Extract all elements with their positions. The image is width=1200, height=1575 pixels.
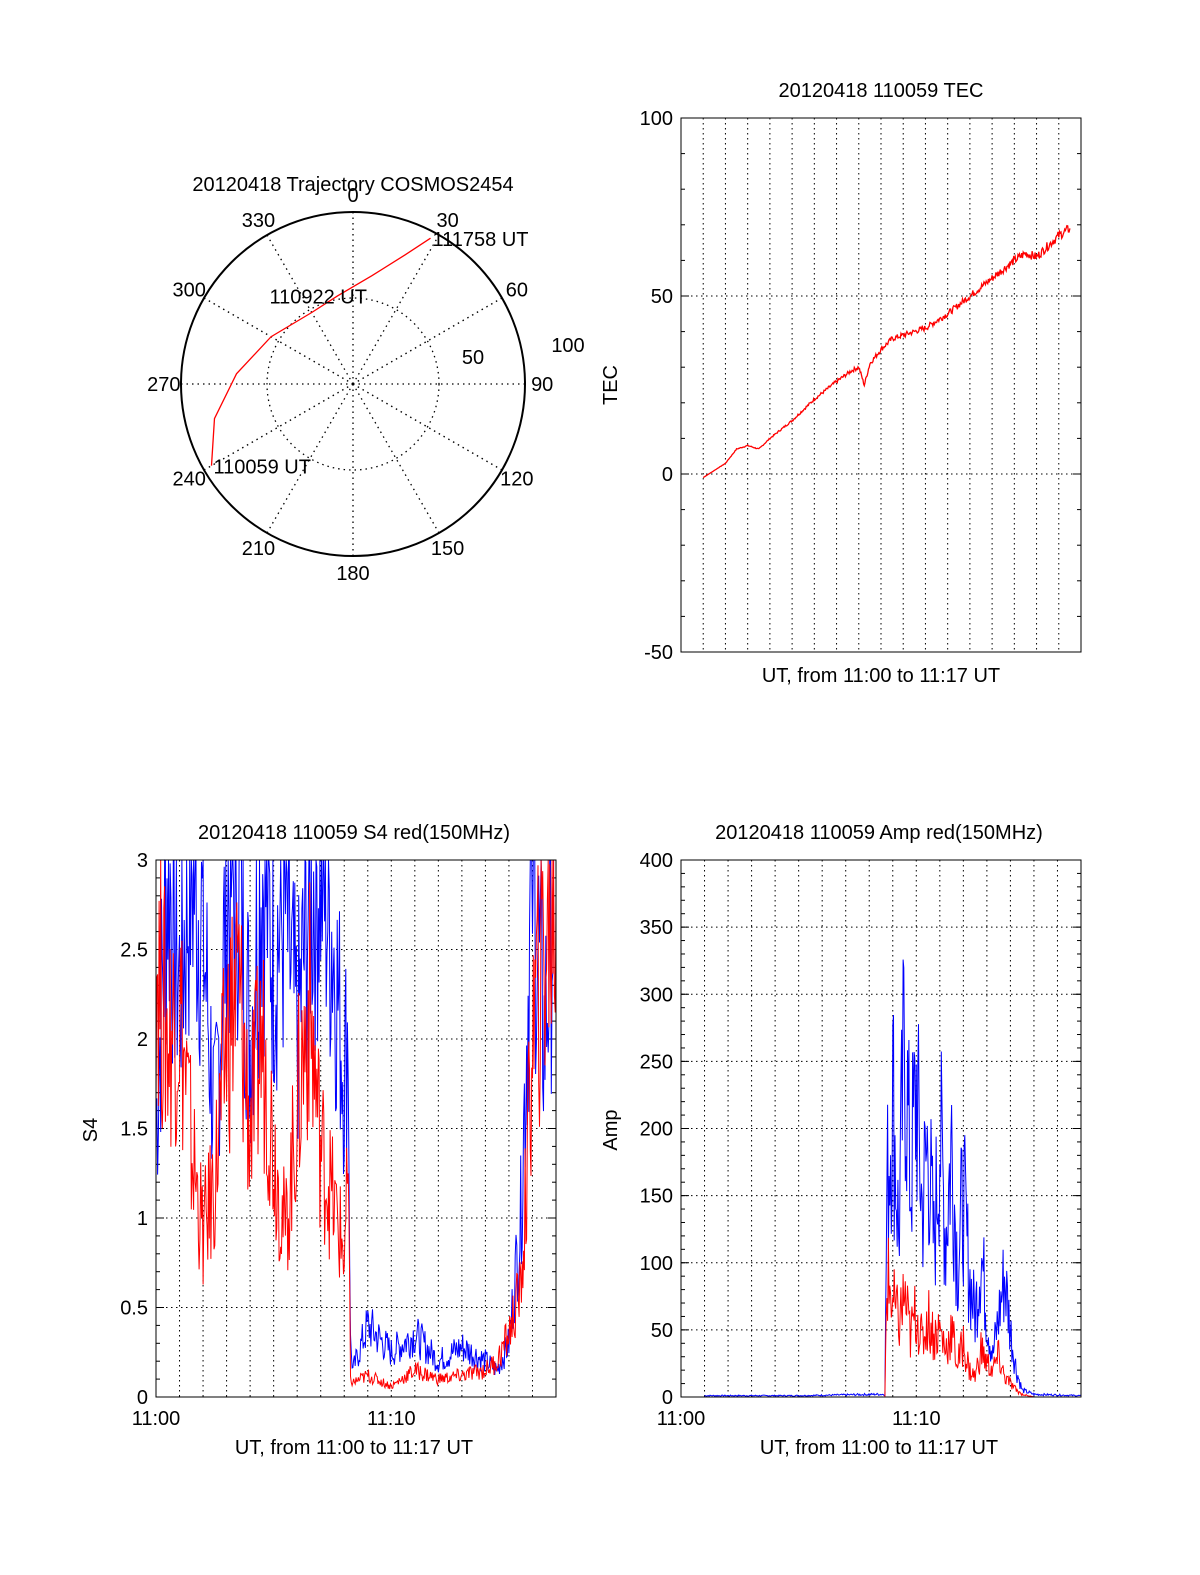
series-line — [155, 859, 557, 1390]
s4-series — [155, 859, 557, 1390]
y-tick-label: 3 — [137, 850, 148, 872]
x-tick-label: 11:00 — [132, 1408, 181, 1430]
y-tick-label: 50 — [651, 1320, 673, 1342]
y-tick-label: -50 — [644, 642, 673, 664]
azimuth-label: 330 — [242, 210, 275, 232]
y-tick-label: 2 — [137, 1029, 148, 1051]
y-tick-label: 50 — [651, 286, 673, 308]
y-tick-label: 0 — [662, 464, 673, 486]
s4-y-axis-label: S4 — [80, 1118, 102, 1142]
y-tick-label: 0 — [137, 1387, 148, 1409]
tec-title: 20120418 110059 TEC — [779, 80, 984, 102]
polar-spoke — [352, 383, 503, 471]
trajectory-title: 20120418 Trajectory COSMOS2454 — [192, 174, 513, 196]
s4-x-axis-label: UT, from 11:00 to 11:17 UT — [235, 1437, 473, 1459]
tec-x-axis-label: UT, from 11:00 to 11:17 UT — [762, 665, 1000, 687]
y-tick-label: 1 — [137, 1208, 148, 1230]
series-line — [702, 224, 1071, 479]
azimuth-label: 180 — [336, 563, 369, 585]
y-tick-label: 400 — [640, 850, 673, 872]
polar-spoke — [352, 234, 440, 385]
time-annotation: 111758 UT — [433, 229, 529, 251]
polar-spoke — [352, 383, 440, 534]
x-tick-label: 11:10 — [892, 1408, 941, 1430]
tec-series — [702, 224, 1071, 479]
elevation-ring-label: 100 — [551, 335, 584, 357]
polar-spoke — [203, 297, 354, 385]
amp-title: 20120418 110059 Amp red(150MHz) — [715, 822, 1043, 844]
azimuth-label: 150 — [431, 538, 464, 560]
azimuth-label: 210 — [242, 538, 275, 560]
s4-ticks: 0 0.5 1 1.5 2 2.5 3 11:00 11:10 — [120, 850, 415, 1430]
x-tick-label: 11:10 — [367, 1408, 416, 1430]
x-tick-label: 11:00 — [657, 1408, 706, 1430]
y-tick-label: 150 — [640, 1186, 673, 1208]
azimuth-label: 300 — [172, 279, 205, 301]
y-tick-label: 350 — [640, 917, 673, 939]
y-tick-label: 100 — [640, 108, 673, 130]
polar-spoke — [266, 234, 354, 385]
azimuth-label: 0 — [347, 185, 358, 207]
polar-labels: 0 30 60 90 120 150 180 210 240 270 300 330 50 100 — [147, 185, 585, 585]
time-annotation: 110922 UT — [269, 286, 366, 308]
s4-title: 20120418 110059 S4 red(150MHz) — [198, 822, 510, 844]
amp-x-axis-label: UT, from 11:00 to 11:17 UT — [760, 1437, 998, 1459]
azimuth-label: 270 — [147, 374, 180, 396]
y-tick-label: 0 — [662, 1387, 673, 1409]
polar-spoke — [266, 383, 354, 534]
y-tick-label: 2.5 — [120, 940, 148, 962]
y-tick-label: 300 — [640, 984, 673, 1006]
time-annotation: 110059 UT — [213, 457, 310, 479]
amp-plot-frame — [680, 859, 1082, 1398]
polar-ring-50 — [266, 297, 440, 471]
y-tick-label: 200 — [640, 1119, 673, 1141]
azimuth-label: 240 — [172, 469, 205, 491]
y-tick-label: 100 — [640, 1253, 673, 1275]
trajectory-line — [210, 237, 431, 466]
tec-panel: 20120418 110059 TEC -50 0 50 100 UT, from 1… — [600, 80, 1082, 687]
tec-grid — [681, 117, 1081, 653]
trajectory-annotations: 110059 UT 110922 UT 111758 UT — [213, 229, 528, 478]
azimuth-label: 60 — [506, 279, 528, 301]
tec-y-axis-label: TEC — [600, 365, 622, 405]
series-line — [704, 959, 1082, 1397]
polar-spoke — [352, 297, 503, 385]
amp-y-axis-label: Amp — [600, 1109, 622, 1150]
polar-spoke — [203, 383, 354, 471]
azimuth-label: 90 — [531, 374, 553, 396]
y-tick-label: 1.5 — [120, 1119, 148, 1141]
y-tick-label: 250 — [640, 1051, 673, 1073]
polar-grid — [180, 211, 526, 557]
elevation-ring-label: 50 — [462, 347, 484, 369]
s4-plot-frame — [155, 859, 557, 1398]
s4-panel: 20120418 110059 S4 red(150MHz) 0 0.5 1 1.5 2… — [80, 822, 557, 1459]
trajectory-panel: 20120418 Trajectory COSMOS2454 0 30 60 90 12… — [147, 174, 585, 585]
azimuth-label: 30 — [436, 210, 458, 232]
series-line — [704, 1237, 1081, 1398]
amp-ticks: 0 50 100 150 200 250 300 350 400 11:00 11:10 — [640, 850, 941, 1430]
amp-grid — [681, 859, 1081, 1398]
tec-ticks: -50 0 50 100 — [640, 108, 673, 664]
y-tick-label: 0.5 — [120, 1298, 148, 1320]
tec-plot-frame — [680, 117, 1082, 653]
amp-panel: 20120418 110059 Amp red(150MHz) 0 50 100 15… — [600, 822, 1082, 1459]
trajectory-series — [210, 237, 431, 466]
azimuth-label: 120 — [500, 469, 533, 491]
